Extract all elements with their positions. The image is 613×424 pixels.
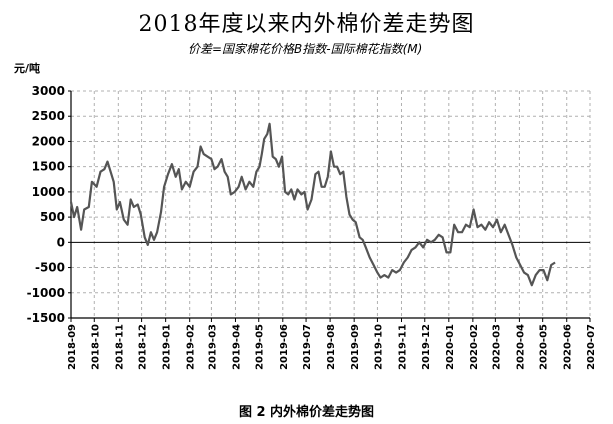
- chart-title: 2018年度以来内外棉价差走势图: [138, 12, 475, 37]
- x-tick-label: 2018-12: [138, 324, 149, 370]
- x-tick-label: 2019-07: [302, 324, 313, 370]
- x-tick-label: 2019-05: [255, 324, 266, 370]
- x-tick-label: 2019-01: [162, 324, 173, 370]
- x-tick-label: 2019-09: [350, 324, 361, 370]
- y-tick-label: 1000: [32, 185, 65, 199]
- x-tick-label: 2019-03: [207, 324, 218, 370]
- x-tick-label: 2019-06: [279, 324, 290, 370]
- x-tick-label: 2019-10: [373, 324, 384, 370]
- line-chart: 3000 2500 2000 1500 1000 500 0 -500 -1000 -1500 2…: [27, 84, 597, 370]
- figure-caption: 图 2 内外棉价差走势图: [238, 405, 375, 420]
- x-tick-label: 2020-02: [469, 324, 480, 370]
- x-tick-label: 2019-11: [397, 324, 408, 370]
- x-tick-label: 2020-07: [586, 324, 597, 370]
- x-tick-label: 2018-09: [67, 324, 78, 370]
- x-tick-label: 2019-04: [231, 324, 242, 370]
- y-tick-label: 0: [57, 235, 65, 249]
- x-tick-label: 2020-04: [515, 324, 526, 370]
- x-tick-label: 2019-02: [186, 324, 197, 370]
- chart-subtitle: 价差=国家棉花价格B指数-国际棉花指数(M): [188, 42, 423, 56]
- x-tick-label: 2018-10: [90, 324, 101, 370]
- x-tick-label: 2019-08: [326, 324, 337, 370]
- x-tick-label: 2020-03: [491, 324, 502, 370]
- x-tick-labels: 2018-09 2018-10 2018-11 2018-12 2019-01 2019-…: [67, 324, 597, 370]
- y-tick-label: 3000: [32, 84, 65, 98]
- y-tick-label: -500: [35, 261, 65, 275]
- y-tick-label: 2000: [32, 134, 65, 148]
- y-tick-label: 500: [40, 210, 65, 224]
- series-layer: [69, 122, 556, 287]
- y-tick-label: 1500: [32, 160, 65, 174]
- x-tick-label: 2018-11: [114, 324, 125, 370]
- x-tick-label: 2020-01: [445, 324, 456, 370]
- y-tick-labels: 3000 2500 2000 1500 1000 500 0 -500 -1000 -1500: [27, 84, 65, 325]
- x-tick-label: 2020-05: [539, 324, 550, 370]
- gridlines: [71, 90, 591, 319]
- axes: [68, 90, 591, 322]
- y-tick-label: -1000: [27, 286, 65, 300]
- y-tick-label: -1500: [27, 311, 65, 325]
- series-line: [69, 122, 556, 287]
- y-axis-unit-label: 元/吨: [14, 62, 41, 75]
- y-tick-label: 2500: [32, 109, 65, 123]
- x-tick-label: 2019-12: [421, 324, 432, 370]
- x-tick-label: 2020-06: [563, 324, 574, 370]
